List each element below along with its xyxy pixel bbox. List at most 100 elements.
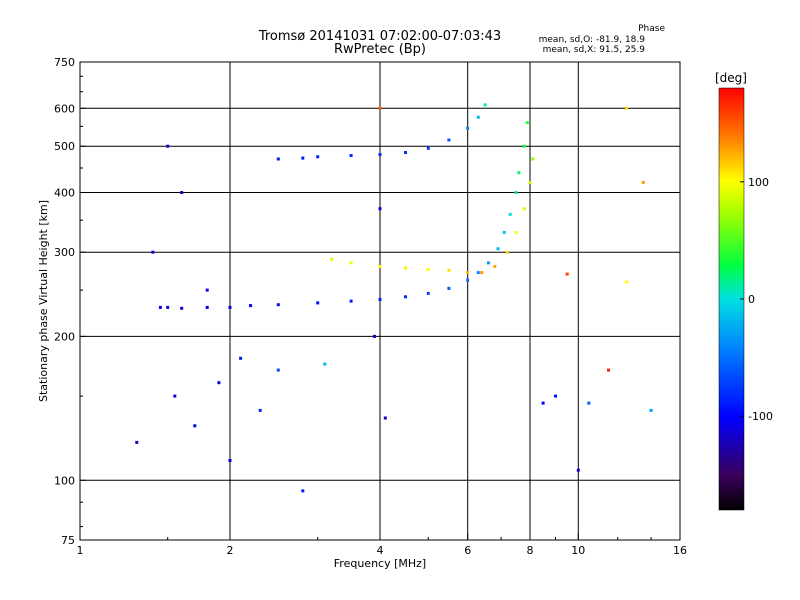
data-point [239, 356, 243, 360]
chart-title-line1: Tromsø 20141031 07:02:00-07:03:43 [258, 29, 502, 44]
data-point [466, 278, 470, 282]
data-point [641, 180, 645, 184]
data-point [496, 247, 500, 251]
axes: 1 2 4 6 8 10 16 75 100 200 300 400 500 600 750 [54, 56, 687, 557]
data-point [426, 146, 430, 150]
colorbar-label: [deg] [715, 71, 747, 85]
data-point [301, 156, 305, 160]
x-tick-label: 6 [464, 544, 471, 557]
series-points [276, 103, 487, 161]
x-tick-label: 2 [227, 544, 234, 557]
data-point [158, 305, 162, 309]
y-tick-label: 200 [54, 330, 75, 343]
phase-stats-x: mean, sd,X: 91.5, 25.9 [542, 45, 645, 55]
data-point [249, 304, 253, 308]
data-point [476, 271, 480, 275]
data-point [466, 271, 470, 275]
data-point [483, 103, 487, 107]
data-point [378, 265, 382, 268]
data-point [447, 268, 451, 272]
x-axis-label: Frequency [MHz] [334, 557, 426, 570]
data-point [205, 305, 209, 309]
data-point [228, 459, 232, 462]
y-tick-label: 100 [54, 474, 75, 487]
data-point [166, 305, 170, 309]
data-point [502, 230, 506, 234]
data-point [349, 261, 353, 265]
data-point [514, 230, 518, 234]
x-tick-label: 10 [571, 544, 585, 557]
data-point [205, 288, 209, 292]
phase-stats-header: Phase [638, 24, 665, 34]
colorbar-tick-label: -100 [748, 410, 773, 423]
data-point [383, 416, 387, 420]
y-tick-label: 300 [54, 246, 75, 259]
y-tick-label: 75 [61, 534, 75, 547]
data-point [135, 440, 139, 444]
data-points [135, 103, 653, 493]
data-point [447, 138, 451, 142]
data-point [607, 368, 610, 372]
data-point [276, 303, 280, 307]
data-point [349, 299, 353, 303]
data-point [193, 424, 197, 428]
data-point [541, 401, 545, 405]
y-tick-label: 600 [54, 102, 75, 115]
data-point [528, 180, 532, 184]
data-point [180, 306, 184, 310]
data-point [276, 157, 280, 161]
data-point [276, 368, 280, 372]
data-point [486, 261, 490, 265]
x-tick-label: 16 [673, 544, 687, 557]
y-tick-label: 500 [54, 140, 75, 153]
series-points [135, 144, 327, 493]
data-point [565, 272, 569, 276]
data-point [151, 250, 155, 254]
data-point [426, 268, 430, 271]
data-point [404, 295, 407, 299]
data-point [625, 106, 629, 110]
data-point [517, 171, 521, 175]
data-point [480, 271, 484, 275]
data-point [493, 265, 497, 268]
data-point [447, 286, 451, 290]
data-point [625, 280, 629, 284]
data-point [173, 394, 177, 398]
data-point [228, 305, 232, 309]
data-point [525, 121, 529, 125]
data-point [258, 408, 262, 412]
data-point [523, 207, 526, 211]
y-tick-label: 750 [54, 56, 75, 69]
data-point [378, 207, 382, 211]
data-point [378, 297, 382, 301]
data-point [180, 191, 184, 194]
data-point [587, 401, 591, 405]
grid-lines [80, 62, 680, 540]
data-point [476, 115, 480, 119]
data-point [531, 157, 535, 161]
data-point [378, 106, 382, 110]
data-point [514, 191, 518, 194]
chart-title-line2: RwPretec (Bp) [333, 42, 427, 57]
colorbar-ticks: 100 0 -100 [740, 176, 773, 423]
phase-stats-o: mean, sd,O: -81.9, 18.9 [538, 35, 645, 45]
data-point [426, 291, 430, 295]
data-point [404, 266, 407, 270]
series-points [373, 106, 653, 472]
data-point [349, 154, 353, 157]
y-axis-label: Stationary phase Virtual Height [km] [37, 200, 50, 402]
data-point [166, 144, 170, 148]
y-tick-label: 400 [54, 187, 75, 200]
data-point [323, 362, 327, 366]
data-point [316, 155, 320, 159]
data-point [373, 334, 376, 338]
data-point [404, 151, 407, 154]
colorbar-tick-label: 100 [748, 176, 769, 189]
series-points [158, 121, 529, 310]
data-point [301, 489, 305, 493]
colorbar [718, 87, 745, 511]
data-point [649, 408, 653, 412]
data-point [217, 381, 221, 385]
data-point [576, 468, 580, 472]
